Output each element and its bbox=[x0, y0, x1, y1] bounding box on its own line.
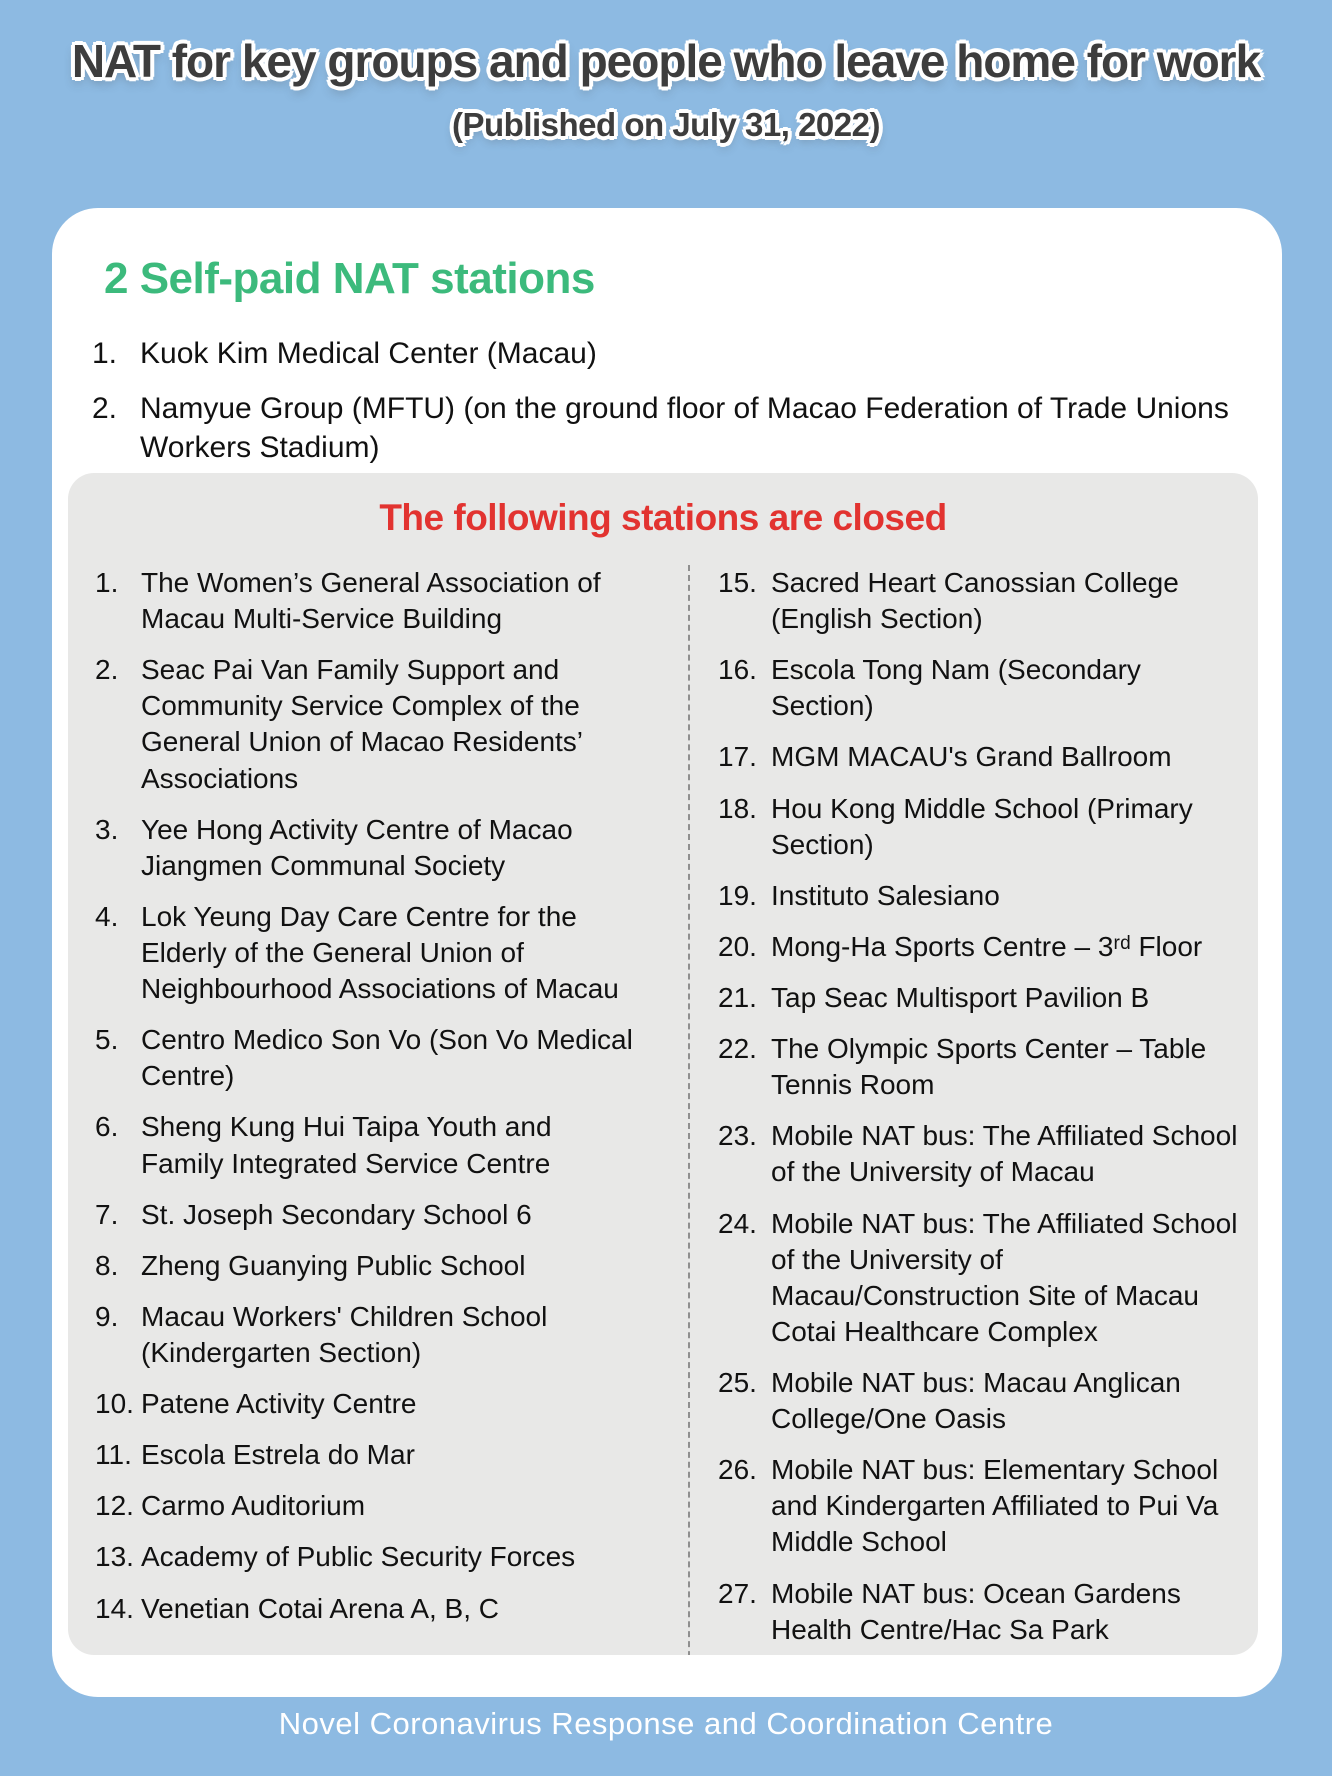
list-item: 12. Carmo Auditorium bbox=[95, 1488, 688, 1524]
list-item: 11. Escola Estrela do Mar bbox=[95, 1437, 688, 1473]
list-item-text: Mobile NAT bus: Ocean Gardens Health Cen… bbox=[771, 1577, 1181, 1645]
footer-org-name: Novel Coronavirus Response and Coordinat… bbox=[278, 1706, 1054, 1741]
list-item: 7. St. Joseph Secondary School 6 bbox=[95, 1197, 688, 1233]
list-item-number: 13. bbox=[95, 1541, 134, 1573]
list-item-number: 11. bbox=[95, 1439, 132, 1471]
list-item-text: Sacred Heart Canossian College (English … bbox=[771, 567, 1179, 635]
self-paid-list: 1. Kuok Kim Medical Center (Macau) 2. Na… bbox=[92, 334, 1230, 467]
list-item-text: The Olympic Sports Center – Table Tennis… bbox=[771, 1033, 1207, 1101]
list-item-text: Yee Hong Activity Centre of Macao Jiangm… bbox=[141, 813, 573, 881]
list-item-text: St. Joseph Secondary School 6 bbox=[141, 1198, 532, 1230]
list-item: 5. Centro Medico Son Vo (Son Vo Medical C… bbox=[95, 1022, 688, 1094]
list-item: 22. The Olympic Sports Center – Table Ten… bbox=[718, 1031, 1240, 1103]
list-item-text: Tap Seac Multisport Pavilion B bbox=[771, 981, 1150, 1013]
list-item: 14. Venetian Cotai Arena A, B, C bbox=[95, 1591, 688, 1627]
list-item: 9. Macau Workers' Children School (Kinder… bbox=[95, 1299, 688, 1371]
list-item-number: 12. bbox=[95, 1490, 134, 1522]
list-item: 21. Tap Seac Multisport Pavilion B bbox=[718, 980, 1240, 1016]
list-item: 16. Escola Tong Nam (Secondary Section) bbox=[718, 652, 1240, 724]
closed-stations-right-column: 15. Sacred Heart Canossian College (Engli… bbox=[690, 565, 1258, 1655]
list-item: 1. The Women’s General Association of Mac… bbox=[95, 565, 688, 637]
list-item-number: 6. bbox=[95, 1111, 119, 1143]
poster-header: NAT for key groups and people who leave … bbox=[0, 34, 1332, 144]
list-item: 4. Lok Yeung Day Care Centre for the Elde… bbox=[95, 899, 688, 1007]
list-item-text: Centro Medico Son Vo (Son Vo Medical Cen… bbox=[141, 1024, 633, 1092]
list-item-text: Hou Kong Middle School (Primary Section) bbox=[771, 792, 1193, 860]
list-item: 3. Yee Hong Activity Centre of Macao Jian… bbox=[95, 812, 688, 884]
list-item-number: 14. bbox=[95, 1592, 134, 1624]
list-item-number: 5. bbox=[95, 1024, 119, 1056]
list-item: 8. Zheng Guanying Public School bbox=[95, 1248, 688, 1284]
list-item-number: 7. bbox=[95, 1198, 119, 1230]
publish-date: (Published on July 31, 2022) bbox=[452, 106, 880, 143]
list-item-number: 23. bbox=[718, 1120, 757, 1152]
list-item-number: 8. bbox=[95, 1249, 119, 1281]
list-item: 18. Hou Kong Middle School (Primary Secti… bbox=[718, 791, 1240, 863]
closed-stations-heading: The following stations are closed bbox=[379, 497, 947, 538]
list-item-text: Macau Workers' Children School (Kinderga… bbox=[141, 1300, 548, 1368]
list-item-text: Venetian Cotai Arena A, B, C bbox=[141, 1592, 500, 1624]
list-item-text: MGM MACAU's Grand Ballroom bbox=[771, 741, 1172, 773]
list-item-text: Lok Yeung Day Care Centre for the Elderl… bbox=[141, 900, 619, 1005]
list-item-number: 22. bbox=[718, 1033, 757, 1065]
list-item-number: 2. bbox=[92, 392, 118, 425]
list-item: 2. Seac Pai Van Family Support and Commun… bbox=[95, 652, 688, 796]
list-item: 24. Mobile NAT bus: The Affiliated School… bbox=[718, 1206, 1240, 1350]
list-item-text: Escola Tong Nam (Secondary Section) bbox=[771, 654, 1141, 722]
list-item-text: Academy of Public Security Forces bbox=[141, 1541, 576, 1573]
list-item-text: Mobile NAT bus: Elementary School and Ki… bbox=[771, 1454, 1219, 1558]
list-item-number: 25. bbox=[718, 1366, 757, 1398]
list-item-text: Escola Estrela do Mar bbox=[141, 1439, 415, 1471]
list-item-number: 17. bbox=[718, 741, 757, 773]
list-item-number: 2. bbox=[95, 654, 119, 686]
list-item-text: Carmo Auditorium bbox=[141, 1490, 366, 1522]
list-item-number: 19. bbox=[718, 879, 757, 911]
closed-stations-columns: 1. The Women’s General Association of Mac… bbox=[68, 565, 1258, 1655]
list-item-number: 16. bbox=[718, 654, 757, 686]
list-item-text: Mobile NAT bus: The Affiliated School of… bbox=[771, 1120, 1238, 1188]
list-item-number: 15. bbox=[718, 567, 757, 598]
list-item-text: Kuok Kim Medical Center (Macau) bbox=[140, 337, 597, 370]
list-item-number: 1. bbox=[92, 337, 118, 370]
list-item-number: 4. bbox=[95, 900, 119, 932]
list-item-number: 24. bbox=[718, 1207, 757, 1239]
list-item-text: Mobile NAT bus: Macau Anglican College/O… bbox=[771, 1366, 1181, 1435]
list-item: 10. Patene Activity Centre bbox=[95, 1386, 688, 1422]
closed-stations-left-column: 1. The Women’s General Association of Mac… bbox=[68, 565, 690, 1655]
list-item-text: Mobile NAT bus: The Affiliated School of… bbox=[771, 1207, 1238, 1347]
list-item: 23. Mobile NAT bus: The Affiliated School… bbox=[718, 1118, 1240, 1190]
list-item-number: 26. bbox=[718, 1454, 757, 1486]
list-item: 19. Instituto Salesiano bbox=[718, 878, 1240, 914]
list-item: 15. Sacred Heart Canossian College (Engli… bbox=[718, 565, 1240, 637]
list-item-number: 9. bbox=[95, 1300, 119, 1332]
list-item-text: Instituto Salesiano bbox=[771, 879, 1000, 911]
list-item-number: 20. bbox=[718, 930, 757, 962]
list-item-number: 21. bbox=[718, 981, 757, 1013]
list-item-number: 10. bbox=[95, 1388, 134, 1420]
list-item-number: 18. bbox=[718, 792, 757, 824]
list-item: 2. Namyue Group (MFTU) (on the ground fl… bbox=[92, 389, 1230, 467]
self-paid-heading: 2 Self-paid NAT stations bbox=[104, 254, 595, 303]
list-item-number: 27. bbox=[718, 1577, 757, 1609]
list-item: 26. Mobile NAT bus: Elementary School and… bbox=[718, 1452, 1240, 1560]
closed-stations-panel: The following stations are closed 1. The … bbox=[68, 473, 1258, 1655]
content-card: 2 Self-paid NAT stations 1. Kuok Kim Med… bbox=[52, 208, 1282, 1697]
list-item-text: The Women’s General Association of Macau… bbox=[141, 567, 601, 635]
list-item-number: 1. bbox=[95, 567, 119, 598]
list-item-text: Namyue Group (MFTU) (on the ground floor… bbox=[140, 392, 1229, 464]
list-item: 17. MGM MACAU's Grand Ballroom bbox=[718, 739, 1240, 775]
list-item: 1. Kuok Kim Medical Center (Macau) bbox=[92, 334, 1230, 373]
list-item: 27. Mobile NAT bus: Ocean Gardens Health … bbox=[718, 1576, 1240, 1648]
list-item-text: Sheng Kung Hui Taipa Youth and Family In… bbox=[141, 1111, 552, 1179]
list-item-text: Zheng Guanying Public School bbox=[141, 1249, 526, 1281]
list-item-number: 3. bbox=[95, 813, 119, 845]
list-item-text: Patene Activity Centre bbox=[141, 1388, 417, 1420]
list-item: 20. Mong-Ha Sports Centre – 3ʳᵈ Floor bbox=[718, 929, 1240, 965]
list-item: 25. Mobile NAT bus: Macau Anglican Colleg… bbox=[718, 1365, 1240, 1437]
list-item: 6. Sheng Kung Hui Taipa Youth and Family … bbox=[95, 1109, 688, 1181]
page-title: NAT for key groups and people who leave … bbox=[71, 35, 1261, 87]
list-item-text: Mong-Ha Sports Centre – 3ʳᵈ Floor bbox=[771, 930, 1203, 962]
list-item-text: Seac Pai Van Family Support and Communit… bbox=[141, 654, 582, 794]
list-item: 13. Academy of Public Security Forces bbox=[95, 1539, 688, 1575]
